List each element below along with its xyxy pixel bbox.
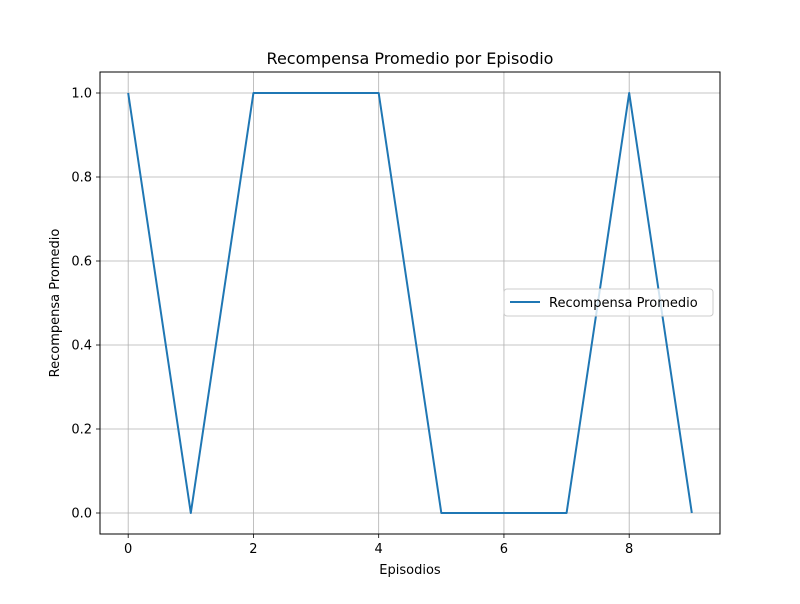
legend: Recompensa Promedio xyxy=(503,288,714,317)
y-axis-label: Recompensa Promedio xyxy=(48,229,63,378)
y-tick-label: 0.8 xyxy=(71,171,92,186)
y-tick-label: 1.0 xyxy=(71,87,92,102)
x-tick-label: 0 xyxy=(124,542,132,557)
y-tick-label: 0.6 xyxy=(71,255,92,270)
y-tick-label: 0.2 xyxy=(71,423,92,438)
legend-label: Recompensa Promedio xyxy=(549,296,698,311)
x-tick-label: 2 xyxy=(249,542,257,557)
x-tick-label: 4 xyxy=(375,542,383,557)
axis-ticks: 0 2 4 6 8 0.0 0.2 0.4 0.6 0.8 1.0 xyxy=(71,87,633,558)
chart-title: Recompensa Promedio por Episodio xyxy=(267,49,554,68)
x-axis-label: Episodios xyxy=(379,563,441,578)
y-tick-label: 0.4 xyxy=(71,339,92,354)
y-tick-label: 0.0 xyxy=(71,507,92,522)
x-tick-label: 8 xyxy=(625,542,633,557)
legend-box xyxy=(503,288,714,317)
plot-frame xyxy=(99,71,721,535)
x-tick-label: 6 xyxy=(500,542,508,557)
